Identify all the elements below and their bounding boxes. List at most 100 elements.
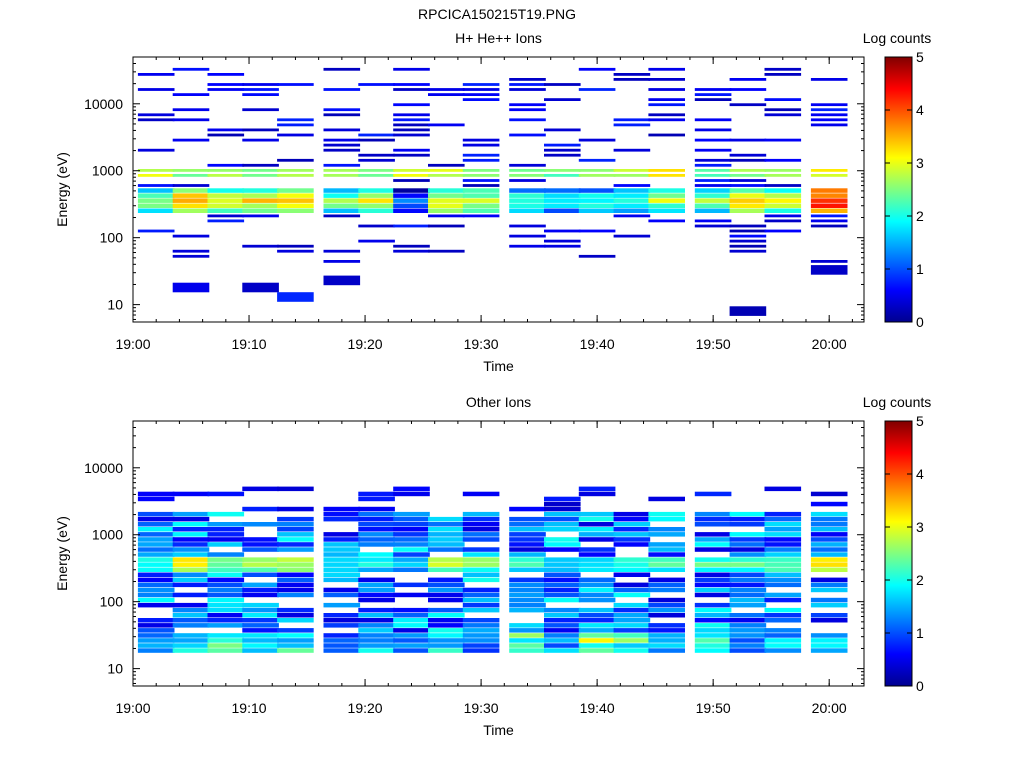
heatmap-cell <box>207 193 245 198</box>
heatmap-cell <box>172 552 210 557</box>
heatmap-cell <box>172 607 210 613</box>
heatmap-cell <box>729 633 767 638</box>
heatmap-cell <box>694 511 732 517</box>
heatmap-cell <box>764 108 802 112</box>
heatmap-cell <box>509 527 546 532</box>
heatmap-cell <box>613 633 651 638</box>
heatmap-cell <box>393 582 430 588</box>
heatmap-cell <box>694 648 732 653</box>
y-tick-label: 10 <box>107 661 123 677</box>
heatmap-cell <box>358 607 395 613</box>
heatmap-cell <box>694 118 732 122</box>
heatmap-cell <box>578 516 616 522</box>
heatmap-cell <box>613 572 651 577</box>
heatmap-cell <box>172 193 210 198</box>
heatmap-cell <box>462 527 500 532</box>
heatmap-cell <box>613 193 651 198</box>
heatmap-cell <box>323 163 361 167</box>
heatmap-cell <box>648 118 685 122</box>
heatmap-cell <box>613 623 651 628</box>
x-tick-label: 20:00 <box>812 336 847 352</box>
heatmap-cell <box>729 638 767 643</box>
heatmap-cell <box>729 224 767 228</box>
heatmap-cell <box>764 638 802 643</box>
heatmap-cell <box>323 633 361 638</box>
x-tick-label: 19:40 <box>580 336 615 352</box>
heatmap-cell <box>694 643 732 648</box>
heatmap-cell <box>509 169 546 172</box>
heatmap-cell <box>323 643 361 648</box>
heatmap-cell <box>613 73 651 76</box>
heatmap-cell <box>648 133 685 137</box>
heatmap-cell <box>544 203 581 208</box>
heatmap-cell <box>277 557 314 562</box>
heatmap-cell <box>172 567 210 572</box>
heatmap-cell <box>172 174 210 177</box>
heatmap-cell <box>544 193 581 198</box>
heatmap-cell <box>462 193 500 198</box>
heatmap-cell <box>358 562 395 567</box>
heatmap-cell <box>462 158 500 162</box>
heatmap-cell <box>509 208 546 213</box>
heatmap-cell <box>694 613 732 618</box>
heatmap-cell <box>428 193 465 198</box>
heatmap-cell <box>323 208 361 213</box>
heatmap-cell <box>509 224 546 228</box>
heatmap-cell <box>358 83 395 86</box>
heatmap-cell <box>613 582 651 588</box>
heatmap-cell <box>428 643 465 648</box>
heatmap-cell <box>810 123 848 127</box>
heatmap-cell <box>428 607 465 613</box>
heatmap-cell <box>207 532 245 537</box>
heatmap-cell <box>428 567 465 572</box>
heatmap-cell <box>242 542 279 547</box>
heatmap-cell <box>578 138 616 142</box>
heatmap-cell <box>462 88 500 91</box>
heatmap-cell <box>137 628 175 633</box>
heatmap-cell <box>544 648 581 653</box>
heatmap-cell <box>277 486 314 492</box>
heatmap-cell <box>393 648 430 653</box>
heatmap-cell <box>509 567 546 572</box>
heatmap-cell <box>694 628 732 633</box>
heatmap-cell <box>648 516 685 522</box>
heatmap-cell <box>764 229 802 233</box>
heatmap-cell <box>428 613 465 618</box>
y-tick-label: 1000 <box>92 527 123 543</box>
heatmap-cell <box>137 198 175 203</box>
heatmap-cell <box>428 638 465 643</box>
heatmap-cell <box>393 118 430 122</box>
heatmap-cell <box>694 577 732 583</box>
heatmap-cell <box>729 179 767 182</box>
heatmap-cell <box>764 552 802 557</box>
heatmap-cell <box>428 587 465 593</box>
heatmap-cell <box>207 88 245 91</box>
heatmap-cell <box>277 567 314 572</box>
heatmap-cell <box>428 169 465 172</box>
heatmap-cell <box>764 486 802 492</box>
heatmap-cell <box>277 174 314 177</box>
heatmap-cell <box>172 516 210 522</box>
heatmap-cell <box>207 188 245 193</box>
heatmap-cell <box>694 587 732 593</box>
heatmap-cell <box>764 67 802 71</box>
heatmap-cell <box>358 638 395 643</box>
heatmap-cell <box>810 618 848 623</box>
heatmap-cell <box>242 282 279 293</box>
heatmap-cell <box>810 522 848 527</box>
heatmap-cell <box>242 537 279 542</box>
heatmap-cell <box>207 572 245 577</box>
heatmap-cell <box>810 587 848 593</box>
heatmap-cell <box>544 229 581 233</box>
heatmap-cell <box>172 198 210 203</box>
heatmap-cell <box>509 532 546 537</box>
heatmap-cell <box>137 229 175 233</box>
heatmap-cell <box>544 174 581 177</box>
heatmap-cell <box>509 537 546 542</box>
heatmap-cell <box>172 169 210 172</box>
heatmap-cell <box>137 537 175 542</box>
heatmap-cell <box>393 562 430 567</box>
heatmap-cell <box>137 491 175 497</box>
heatmap-cell <box>613 169 651 172</box>
heatmap-cell <box>462 547 500 552</box>
